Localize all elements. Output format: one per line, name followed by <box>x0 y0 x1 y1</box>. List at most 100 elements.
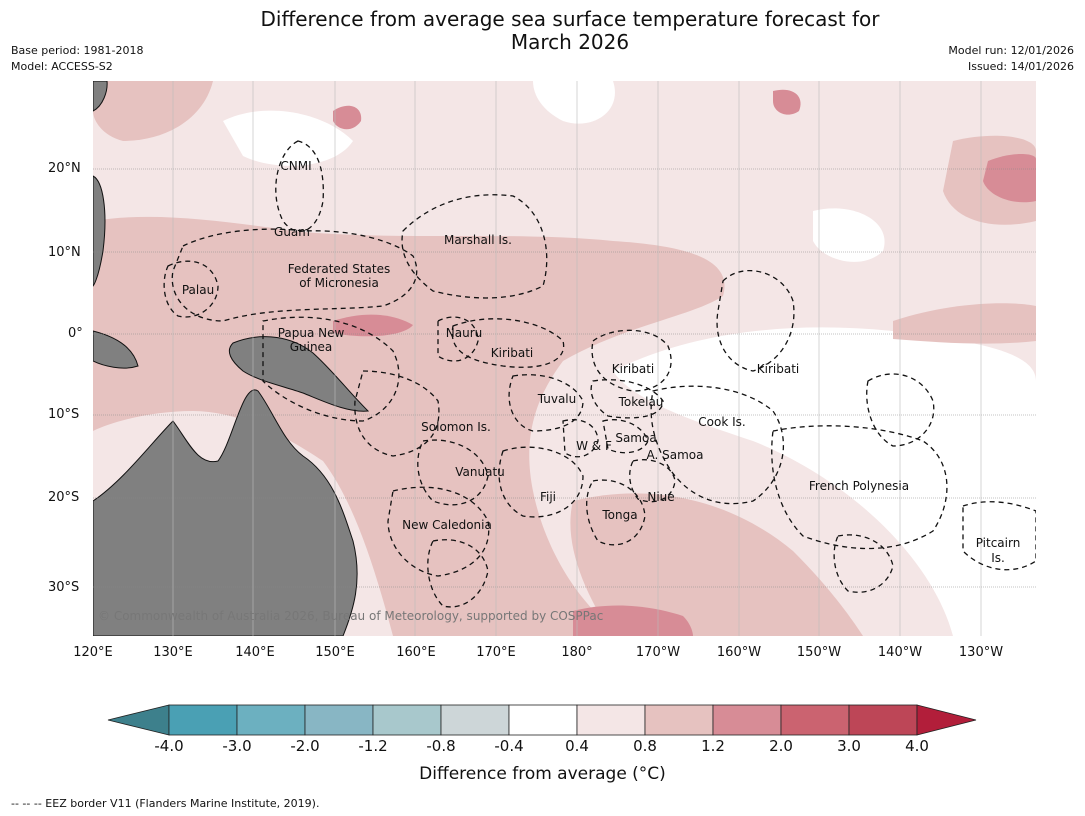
place-label-pitcairn-line2: Is. <box>991 551 1005 565</box>
neutral-region-mid <box>813 208 885 262</box>
lon-label-160e: 160°E <box>396 645 436 660</box>
lon-label-180: 180° <box>561 645 593 660</box>
eez-border-wallis-futuna <box>562 419 599 458</box>
colorbar-segment-1 <box>168 704 238 736</box>
place-label-cook-islands: Cook Is. <box>698 415 746 429</box>
map-canvas <box>93 81 1036 636</box>
eez-border-nauru <box>437 316 479 362</box>
eez-border-fiji <box>498 446 584 518</box>
warm-region-west-pacific <box>93 216 725 636</box>
land-taiwan <box>93 81 108 112</box>
colorbar-label-5: -0.8 <box>426 737 456 755</box>
meta-right: Model run: 12/01/2026 Issued: 14/01/2026 <box>948 43 1074 75</box>
lon-label-170e: 170°E <box>476 645 516 660</box>
place-label-fsm-line2: of Micronesia <box>299 276 379 290</box>
colorbar-extend-high <box>916 704 977 736</box>
colorbar-extend-low <box>107 704 170 736</box>
model-run: Model run: 12/01/2026 <box>948 44 1074 57</box>
eez-border-samoa <box>602 419 649 454</box>
eez-border-niue <box>629 459 676 503</box>
lat-label-equator: 0° <box>68 326 83 341</box>
warm-region-east-band <box>893 303 1036 344</box>
colorbar-label-9: 1.2 <box>701 737 725 755</box>
eez-border-tonga <box>586 479 646 546</box>
colorbar-label-3: -2.0 <box>290 737 320 755</box>
eez-border-kiribati-central <box>591 329 672 392</box>
eez-border-tuvalu <box>508 374 584 432</box>
hot-spot-equator <box>333 314 413 337</box>
eez-border-new-caledonia <box>387 486 490 577</box>
place-label-niue: Niue <box>647 490 675 504</box>
eez-border-french-polynesia <box>771 425 948 550</box>
colorbar-segment-5 <box>440 704 510 736</box>
place-label-guam: Guam <box>274 225 310 239</box>
place-label-palau: Palau <box>181 283 215 297</box>
place-label-kiribati-west: Kiribati <box>490 346 534 360</box>
colorbar-label-7: 0.4 <box>565 737 589 755</box>
eez-border-kiribati-west <box>451 318 565 368</box>
place-label-fiji: Fiji <box>539 490 557 504</box>
lon-label-150e: 150°E <box>315 645 355 660</box>
lon-label-170w: 170°W <box>635 645 681 660</box>
eez-border-marquesas <box>866 373 935 447</box>
lon-label-150w: 150°W <box>796 645 842 660</box>
colorbar-segment-6 <box>508 704 578 736</box>
neutral-region-north <box>223 110 353 166</box>
lon-label-140e: 140°E <box>235 645 275 660</box>
eez-source-note: -- -- -- EEZ border V11 (Flanders Marine… <box>11 797 320 810</box>
eez-border-norfolk <box>427 539 489 608</box>
base-period: Base period: 1981-2018 <box>11 44 144 57</box>
lat-label-10s: 10°S <box>48 407 80 422</box>
place-label-png-line1: Papua New <box>277 326 345 340</box>
place-label-nauru: Nauru <box>445 326 483 340</box>
place-label-kiribati-east: Kiribati <box>756 362 800 376</box>
lat-label-10n: 10°N <box>48 245 81 260</box>
colorbar-label-6: -0.4 <box>494 737 524 755</box>
title-line-1: Difference from average sea surface temp… <box>260 7 880 31</box>
colorbar-segment-8 <box>644 704 714 736</box>
warm-region-south <box>570 493 863 636</box>
colorbar-segment-2 <box>236 704 306 736</box>
place-label-vanuatu: Vanuatu <box>455 465 505 479</box>
place-label-tokelau: Tokelau <box>618 395 664 409</box>
lat-label-20n: 20°N <box>48 161 81 176</box>
colorbar-segment-3 <box>304 704 374 736</box>
colorbar-label-8: 0.8 <box>633 737 657 755</box>
eez-border-vanuatu <box>417 439 489 506</box>
lon-label-130e: 130°E <box>153 645 193 660</box>
place-label-cnmi: CNMI <box>280 159 312 173</box>
eez-border-palau <box>163 260 219 318</box>
place-label-png-line2: Guinea <box>289 340 333 354</box>
hot-spot-north <box>333 105 362 130</box>
place-label-solomon: Solomon Is. <box>421 420 491 434</box>
issued-date: Issued: 14/01/2026 <box>967 60 1074 73</box>
lon-label-130w: 130°W <box>958 645 1004 660</box>
eez-border-cnmi <box>275 140 324 233</box>
land-new-guinea <box>228 336 370 412</box>
lat-label-30s: 30°S <box>48 580 80 595</box>
colorbar-label-12: 4.0 <box>905 737 929 755</box>
place-label-fsm-line1: Federated States <box>287 262 391 276</box>
place-label-wallis-futuna: W & F <box>576 439 612 453</box>
warm-region-northwest <box>93 81 213 141</box>
neutral-region-east <box>613 327 1036 636</box>
colorbar-label-11: 3.0 <box>837 737 861 755</box>
eez-border-austral <box>833 534 894 593</box>
place-label-american-samoa: A. Samoa <box>646 448 704 462</box>
hot-spot-north-2 <box>773 89 801 115</box>
colorbar-title: Difference from average (°C) <box>419 764 666 784</box>
place-label-kiribati-central: Kiribati <box>611 362 655 376</box>
place-label-new-caledonia: New Caledonia <box>402 518 492 532</box>
place-label-tonga: Tonga <box>602 508 638 522</box>
eez-border-fsm <box>171 228 418 322</box>
place-label-tuvalu: Tuvalu <box>537 392 577 406</box>
colorbar-segment-7 <box>576 704 646 736</box>
place-label-samoa: Samoa <box>615 431 657 445</box>
neutral-region-north-2 <box>533 81 615 124</box>
colorbar-label-4: -1.2 <box>358 737 388 755</box>
model-name: Model: ACCESS-S2 <box>11 60 113 73</box>
colorbar-label-10: 2.0 <box>769 737 793 755</box>
eez-border-pitcairn <box>962 501 1036 571</box>
map-panel <box>93 81 1036 636</box>
eez-border-kiribati-east <box>716 269 795 372</box>
